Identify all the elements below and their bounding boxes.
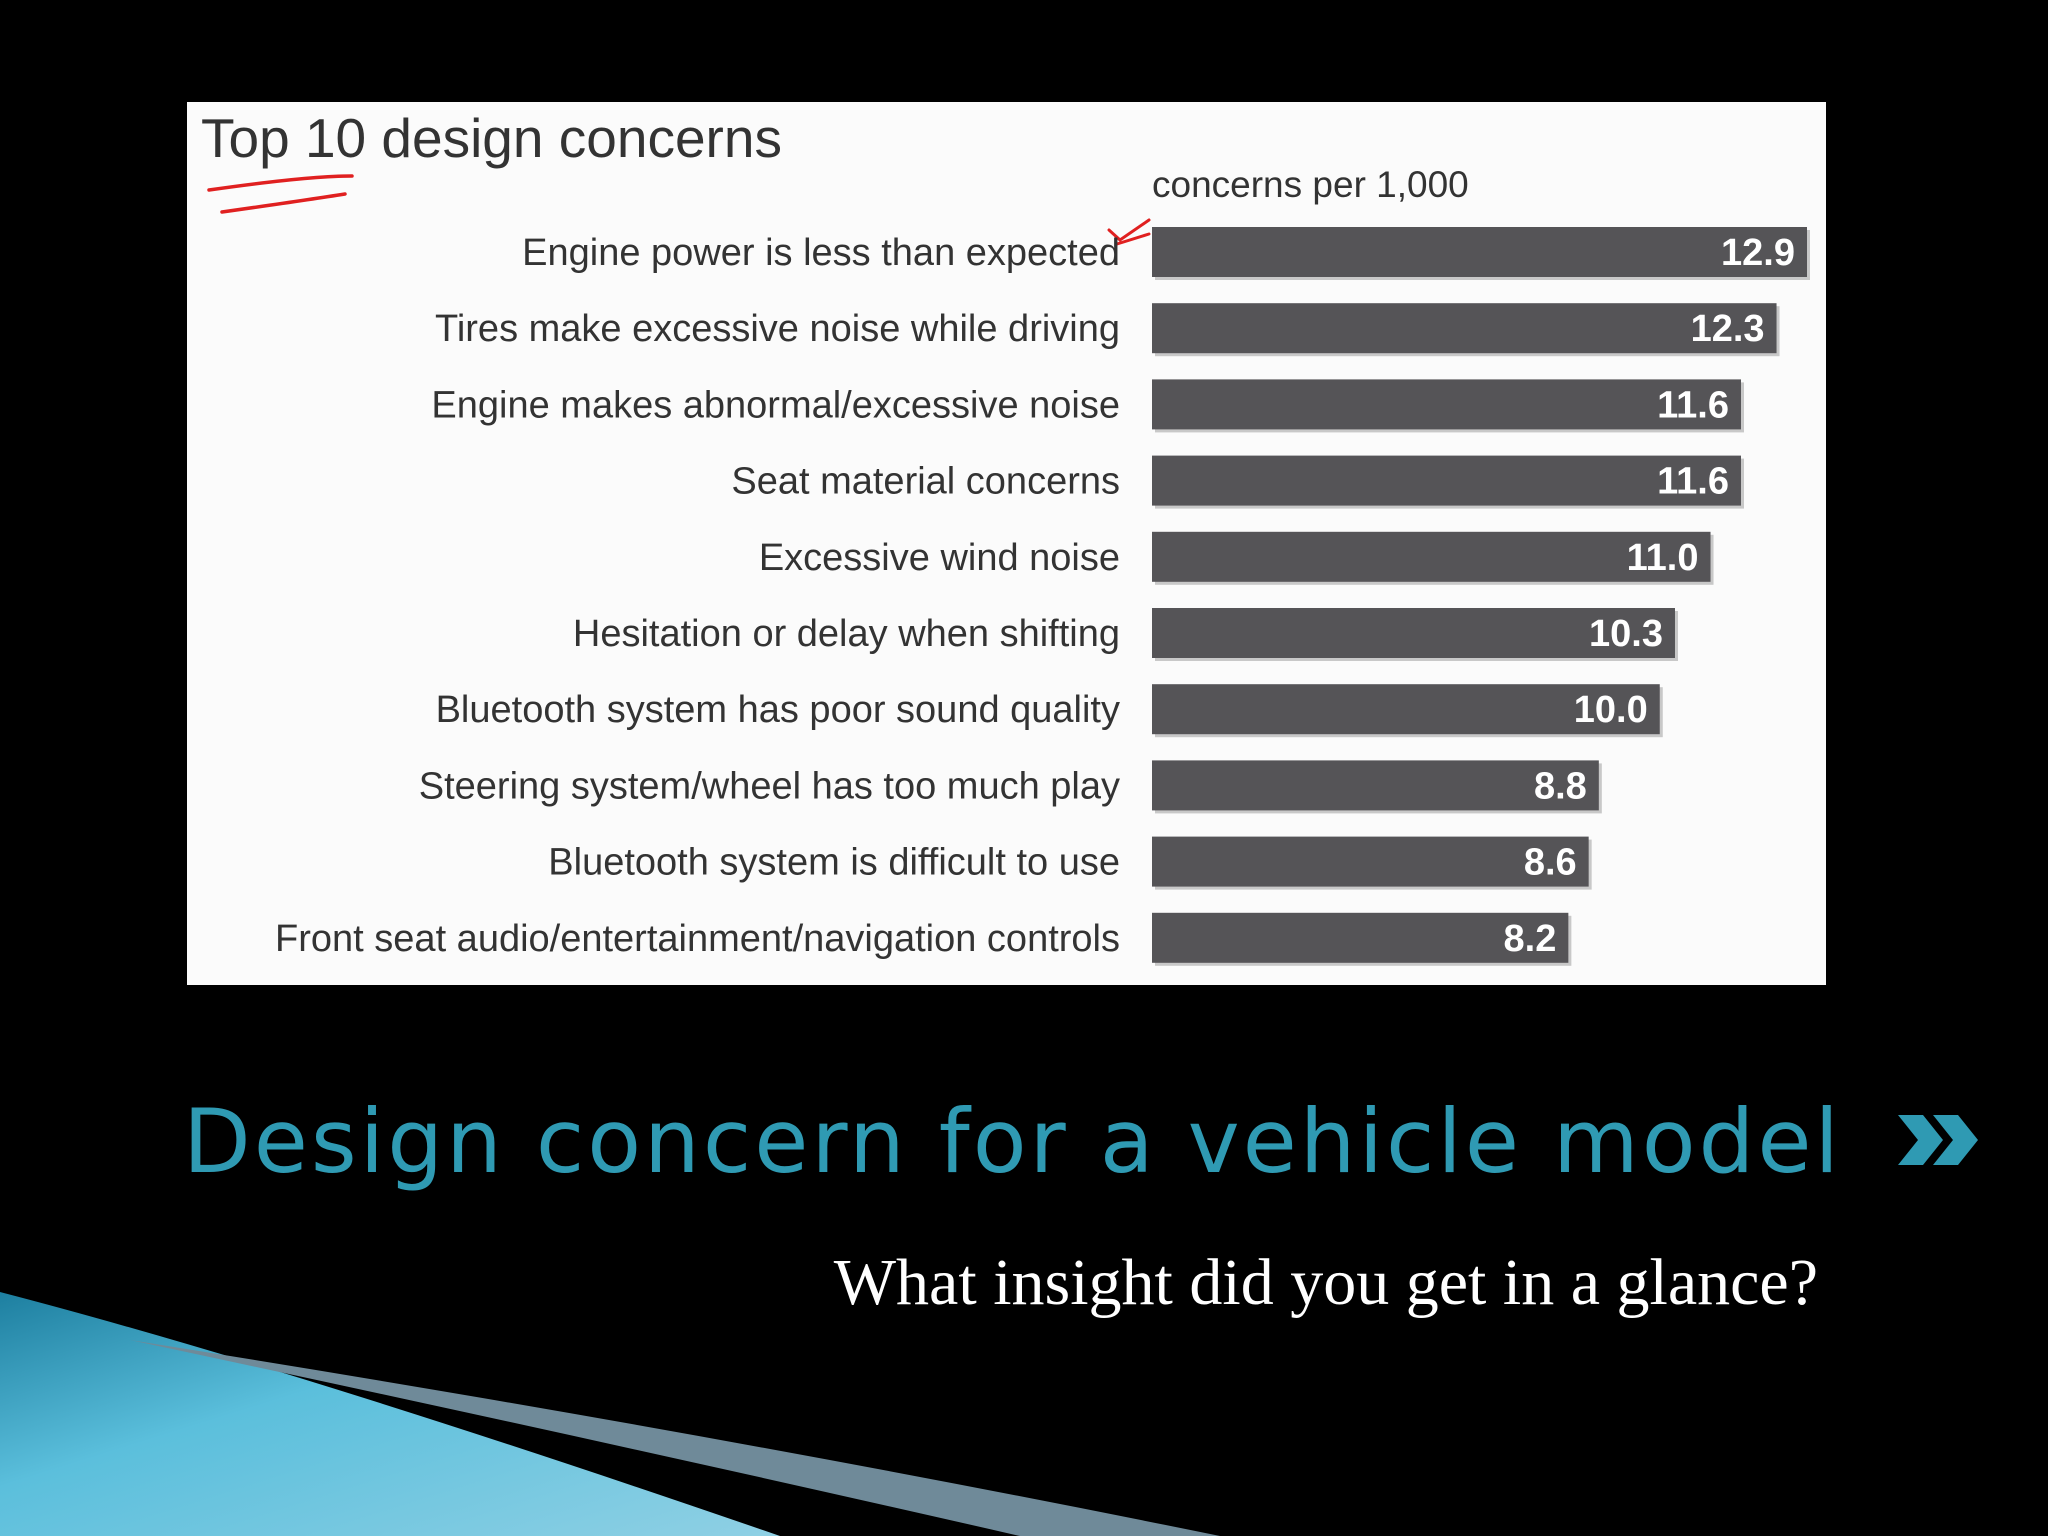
- bar: [1152, 836, 1589, 887]
- value-label: 10.3: [1589, 613, 1663, 655]
- check-mark: [1107, 218, 1151, 246]
- category-label: Engine power is less than expected: [522, 232, 1120, 274]
- bar-chart: Engine power is less than expected 12.9 Ti…: [207, 174, 1810, 966]
- value-label: 8.2: [1504, 918, 1557, 960]
- category-label: Seat material concerns: [731, 461, 1120, 503]
- category-label: Excessive wind noise: [759, 537, 1120, 579]
- value-label: 10.0: [1574, 689, 1648, 731]
- bar: [1152, 684, 1660, 735]
- slide-subtitle: What insight did you get in a glance?: [833, 1246, 1818, 1319]
- value-label: 11.6: [1657, 384, 1729, 426]
- value-label: 12.9: [1721, 232, 1795, 274]
- value-label: 8.8: [1534, 765, 1587, 807]
- value-label: 11.0: [1627, 537, 1699, 579]
- bar: [1152, 608, 1675, 658]
- value-label: 8.6: [1524, 842, 1577, 884]
- value-label: 11.6: [1657, 461, 1729, 503]
- slide-title: Design concern for a vehicle model: [183, 1090, 1842, 1193]
- bar: [1152, 227, 1807, 277]
- chevron-double-right-icon: [1898, 1115, 1978, 1165]
- bar: [1152, 455, 1741, 506]
- category-label: Bluetooth system has poor sound quality: [436, 689, 1120, 731]
- handwritten-annotations: [207, 174, 1151, 246]
- category-label: Steering system/wheel has too much play: [419, 765, 1120, 807]
- bar: [1152, 379, 1741, 430]
- category-label: Tires make excessive noise while driving: [435, 308, 1120, 350]
- category-label: Engine makes abnormal/excessive noise: [431, 384, 1120, 426]
- category-label: Hesitation or delay when shifting: [573, 613, 1120, 655]
- bar: [1152, 912, 1569, 963]
- category-label: Front seat audio/entertainment/navigatio…: [275, 918, 1120, 960]
- title-underline-mark: [207, 174, 354, 192]
- title-underline-mark: [220, 192, 347, 214]
- bar: [1152, 303, 1777, 354]
- bar: [1152, 531, 1711, 582]
- value-label: 12.3: [1691, 308, 1765, 350]
- category-label: Bluetooth system is difficult to use: [548, 842, 1120, 884]
- chart-unit-label: concerns per 1,000: [1152, 164, 1469, 205]
- bar: [1152, 760, 1599, 811]
- decorative-swoosh: [0, 1292, 1220, 1536]
- chart-title: Top 10 design concerns: [201, 107, 782, 169]
- chart-panel: Top 10 design concerns concerns per 1,00…: [187, 102, 1826, 985]
